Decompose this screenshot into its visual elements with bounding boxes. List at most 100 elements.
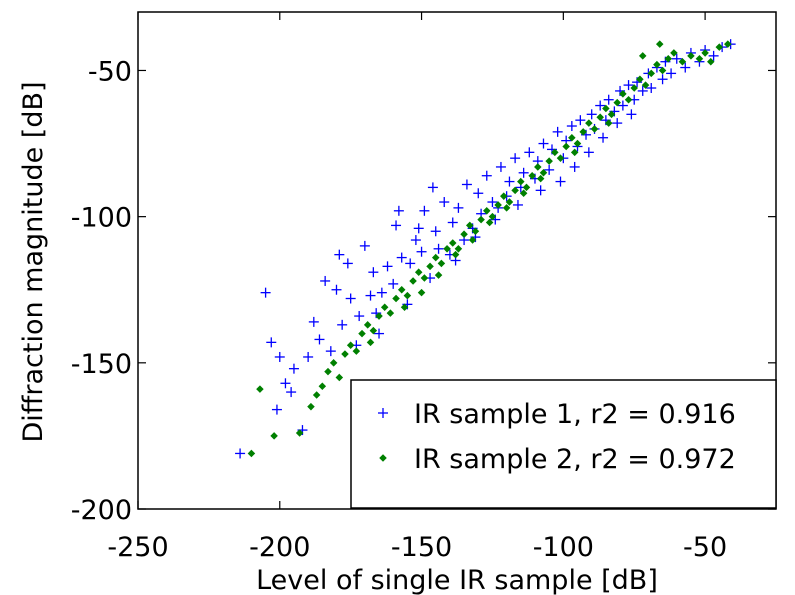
data-point — [382, 261, 393, 272]
data-point — [641, 81, 650, 89]
data-point — [556, 154, 565, 162]
x-tick-label: -150 — [391, 532, 452, 563]
data-point — [314, 334, 325, 345]
data-point — [544, 164, 555, 175]
legend-items: IR sample 1, r2 = 0.916 IR sample 2, r2 =… — [378, 399, 736, 475]
data-point — [303, 351, 314, 362]
data-point — [566, 121, 577, 132]
data-point — [630, 84, 638, 92]
data-point — [393, 205, 404, 216]
data-point — [586, 109, 597, 120]
data-point — [510, 153, 521, 164]
data-point — [575, 115, 586, 126]
data-point — [708, 50, 719, 61]
data-point — [270, 432, 278, 440]
data-point — [602, 104, 610, 113]
x-axis-label: Level of single IR sample [dB] — [256, 565, 658, 595]
data-point — [410, 235, 421, 246]
data-point — [624, 95, 633, 104]
data-point — [331, 284, 342, 295]
data-point — [374, 328, 385, 339]
data-point — [345, 293, 356, 304]
y-axis-ticks: -200 -150 -100 -50 — [71, 56, 776, 526]
data-point — [617, 100, 628, 111]
data-point — [551, 148, 559, 157]
data-point — [613, 98, 621, 107]
x-tick-label: -100 — [533, 532, 594, 563]
data-point — [687, 52, 695, 60]
data-point — [329, 359, 338, 367]
data-point — [420, 274, 429, 282]
data-point — [658, 66, 667, 75]
data-point — [607, 110, 616, 119]
data-point — [405, 258, 416, 269]
legend-marker-2 — [379, 454, 387, 462]
data-point — [528, 171, 536, 180]
data-point — [443, 245, 451, 253]
data-point — [286, 387, 297, 398]
data-point — [451, 250, 460, 259]
data-point — [409, 277, 417, 285]
data-point — [488, 212, 497, 221]
data-point — [612, 118, 623, 129]
data-point — [414, 268, 423, 276]
data-point — [504, 176, 515, 187]
data-point — [271, 404, 282, 415]
data-point — [274, 351, 285, 362]
data-point — [678, 57, 687, 66]
data-point — [519, 189, 528, 198]
data-point — [638, 52, 647, 60]
data-point — [603, 94, 614, 105]
data-point — [419, 205, 430, 216]
data-point — [453, 202, 464, 213]
data-point — [400, 303, 409, 312]
data-point — [454, 245, 463, 253]
data-point — [295, 429, 304, 437]
data-point — [235, 448, 246, 459]
data-point — [671, 53, 682, 64]
data-point — [337, 319, 348, 330]
data-point — [346, 341, 355, 350]
data-point — [598, 132, 609, 143]
data-point — [403, 291, 412, 300]
data-point — [365, 290, 376, 301]
series-2 — [247, 40, 732, 458]
data-point — [573, 139, 582, 148]
data-point — [636, 75, 644, 84]
y-tick-label: -100 — [71, 203, 132, 234]
legend-box — [350, 379, 777, 509]
x-axis-ticks: -250 -200 -150 -100 -50 — [107, 12, 727, 563]
data-point — [536, 174, 545, 183]
data-point — [260, 287, 271, 298]
data-point — [288, 363, 299, 374]
data-point — [604, 119, 613, 127]
data-point — [280, 378, 291, 389]
data-point — [448, 239, 457, 247]
series-1 — [235, 39, 736, 459]
data-point — [388, 278, 399, 289]
data-point — [318, 382, 327, 390]
data-point — [342, 258, 353, 269]
data-point — [583, 147, 594, 158]
data-point — [535, 185, 546, 196]
data-point — [426, 262, 434, 271]
data-point — [695, 55, 704, 63]
data-point — [485, 218, 494, 227]
data-point — [431, 253, 440, 262]
data-point — [324, 367, 332, 376]
data-point — [552, 126, 563, 137]
data-point — [680, 62, 691, 73]
data-point — [427, 182, 438, 193]
data-point — [637, 85, 648, 96]
data-point — [477, 215, 485, 224]
data-point — [392, 294, 400, 303]
data-point — [562, 142, 570, 151]
data-point — [666, 68, 677, 79]
data-point — [511, 186, 519, 195]
data-point — [494, 201, 502, 209]
data-point — [256, 385, 264, 393]
data-point — [570, 148, 579, 157]
data-point — [380, 303, 389, 312]
data-point — [320, 275, 331, 286]
data-point — [366, 338, 375, 347]
